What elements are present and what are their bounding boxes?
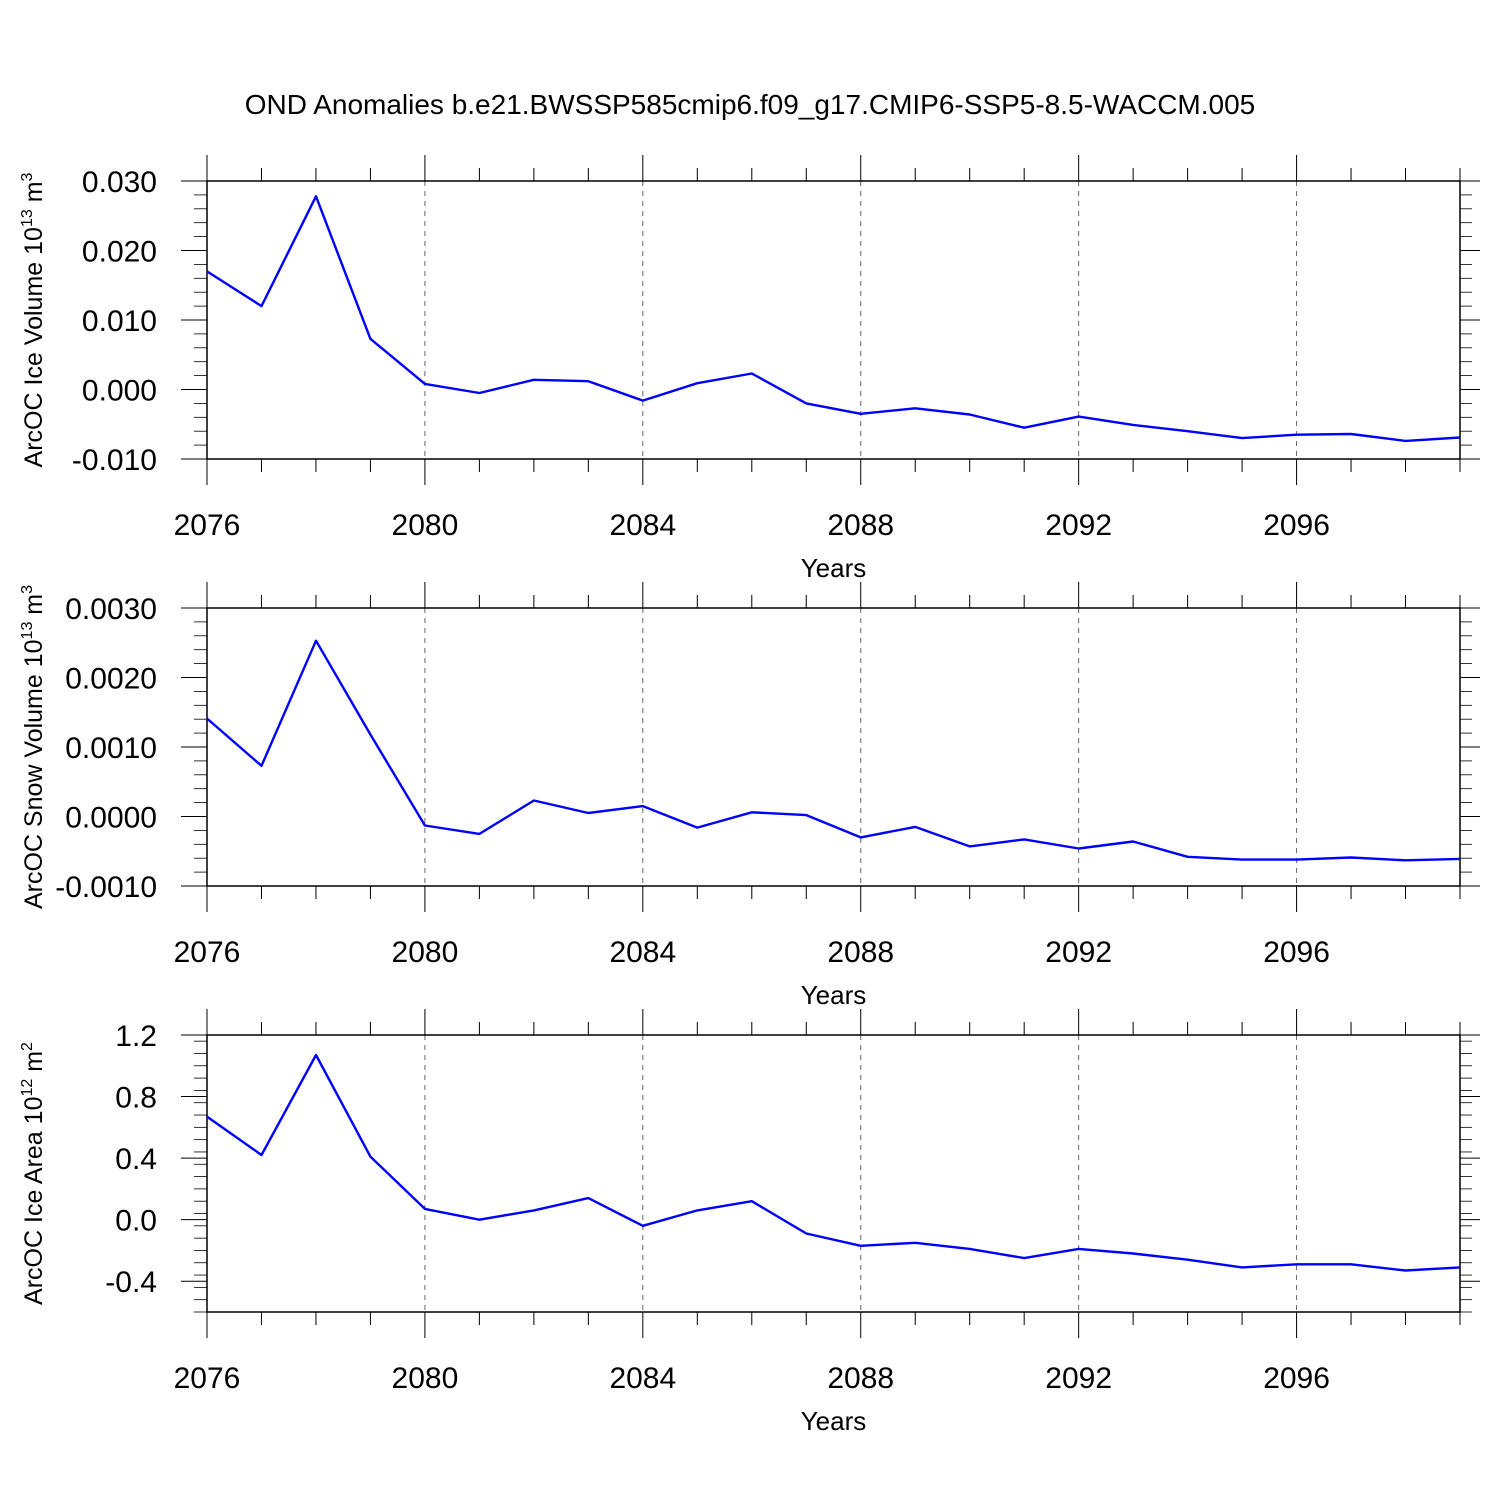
- x-tick-label: 2076: [174, 1362, 241, 1395]
- chart-panel-3: 2076 2080 2084 2088 2092 2096 Years -0.4 0.0 0.4 0…: [19, 1009, 1480, 1436]
- series-line: [206, 639, 1461, 862]
- x-tick-label: 2084: [609, 509, 676, 542]
- x-tick-label: 2080: [392, 1362, 459, 1395]
- plot-frame: [206, 1034, 1461, 1313]
- y-tick-label: 0.000: [82, 375, 157, 408]
- y-axis-label: ArcOC Ice Volume 1013 m3: [19, 172, 48, 467]
- x-tick-label: 2084: [609, 936, 676, 969]
- y-tick-label: 0.0030: [65, 593, 157, 626]
- x-tick-label: 2096: [1263, 509, 1330, 542]
- y-tick-label: 0.0000: [65, 802, 157, 835]
- y-tick-label: -0.010: [72, 444, 157, 477]
- y-tick-label: -0.4: [105, 1266, 157, 1299]
- x-tick-label: 2088: [827, 509, 894, 542]
- x-tick-label: 2092: [1045, 1362, 1112, 1395]
- y-tick-label: -0.0010: [55, 871, 157, 904]
- x-tick-label: 2092: [1045, 509, 1112, 542]
- x-axis-label: Years: [801, 553, 867, 583]
- plot-frame: [206, 607, 1461, 887]
- x-tick-label: 2076: [174, 936, 241, 969]
- x-tick-label: 2080: [392, 509, 459, 542]
- y-tick-label: 0.0: [115, 1205, 157, 1238]
- y-tick-label: 0.010: [82, 305, 157, 338]
- y-axis-label: ArcOC Ice Area 1012 m2: [19, 1042, 48, 1305]
- y-tick-label: 0.030: [82, 166, 157, 199]
- y-tick-label: 0.4: [115, 1143, 157, 1176]
- plot-frame: [206, 180, 1461, 460]
- x-tick-label: 2092: [1045, 936, 1112, 969]
- x-tick-label: 2076: [174, 509, 241, 542]
- x-tick-label: 2096: [1263, 1362, 1330, 1395]
- chart-panel-1: 2076 2080 2084 2088 2092 2096 Years -0.010 0.000…: [19, 155, 1480, 583]
- x-axis-label: Years: [801, 1406, 867, 1436]
- y-tick-label: 0.0020: [65, 663, 157, 696]
- y-tick-label: 1.2: [115, 1020, 157, 1053]
- x-tick-label: 2080: [392, 936, 459, 969]
- y-tick-label: 0.0010: [65, 732, 157, 765]
- x-axis-label: Years: [801, 980, 867, 1010]
- chart-panel-2: 2076 2080 2084 2088 2092 2096 Years -0.0010 0.00…: [19, 582, 1480, 1010]
- x-tick-label: 2088: [827, 936, 894, 969]
- y-axis-label: ArcOC Snow Volume 1013 m3: [19, 585, 48, 909]
- y-tick-label: 0.020: [82, 236, 157, 269]
- x-tick-label: 2084: [609, 1362, 676, 1395]
- series-line: [206, 1053, 1461, 1272]
- series-line: [206, 195, 1461, 443]
- x-tick-label: 2096: [1263, 936, 1330, 969]
- figure-title: OND Anomalies b.e21.BWSSP585cmip6.f09_g1…: [245, 89, 1256, 120]
- y-tick-label: 0.8: [115, 1082, 157, 1115]
- x-tick-label: 2088: [827, 1362, 894, 1395]
